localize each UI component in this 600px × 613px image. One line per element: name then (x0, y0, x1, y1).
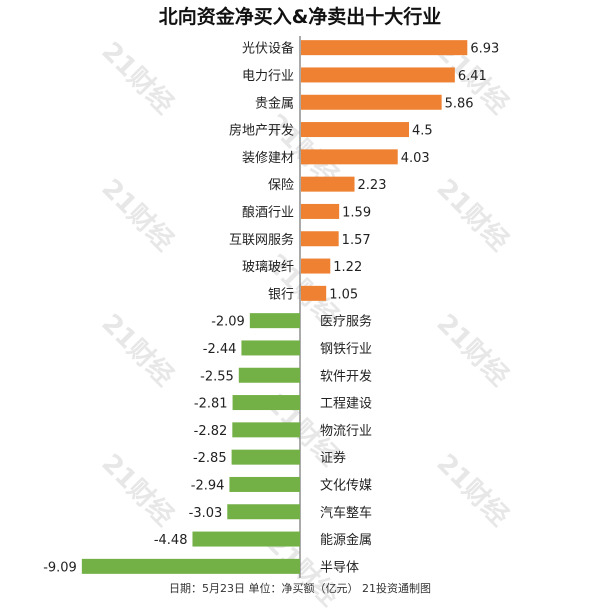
category-label: 装修建材 (242, 151, 294, 166)
bar-证券 (231, 449, 300, 465)
bar-保险 (301, 176, 355, 192)
category-label: 汽车整车 (320, 505, 372, 521)
value-label: 4.03 (401, 151, 430, 166)
value-label: -2.82 (194, 424, 228, 439)
bar-软件开发 (238, 367, 300, 383)
bar-玻璃玻纤 (301, 258, 331, 274)
value-label: -2.94 (191, 478, 225, 493)
value-label: 1.05 (329, 287, 358, 302)
category-label: 互联网服务 (229, 232, 294, 248)
bar-贵金属 (301, 94, 442, 110)
bar-电力行业 (301, 67, 455, 83)
category-label: 光伏设备 (242, 41, 294, 57)
category-label: 银行 (268, 287, 294, 302)
chart-footer: 日期：5月23日 单位：净买额（亿元） 21投资通制图 (169, 582, 431, 595)
bar-chart: 光伏设备 6.93 电力行业 6.41 贵金属 5.86 房地产开发 4.5 装修建材 4.03 保… (43, 36, 499, 578)
value-label: 5.86 (445, 96, 474, 111)
category-label: 钢铁行业 (320, 342, 372, 357)
bar-能源金属 (192, 531, 300, 547)
value-label: 1.57 (342, 233, 371, 248)
value-label: 1.59 (342, 205, 371, 220)
category-label: 玻璃玻纤 (242, 260, 294, 275)
category-label: 医疗服务 (320, 314, 372, 330)
category-label: 贵金属 (255, 95, 294, 111)
category-label: 保险 (268, 178, 294, 193)
category-label: 电力行业 (242, 69, 294, 84)
value-label: 4.5 (412, 124, 433, 139)
category-label: 文化传媒 (320, 478, 372, 493)
value-label: -2.81 (194, 397, 228, 412)
bar-文化传媒 (229, 476, 300, 492)
bar-半导体 (81, 558, 300, 574)
bar-互联网服务 (301, 231, 339, 247)
value-label: -2.44 (203, 342, 237, 357)
chart-title: 北向资金净买入&净卖出十大行业 (158, 6, 442, 28)
bar-装修建材 (301, 149, 398, 165)
value-label: 1.22 (333, 260, 362, 275)
category-label: 工程建设 (320, 397, 372, 412)
value-label: -9.09 (43, 560, 77, 575)
bar-物流行业 (232, 422, 300, 438)
bar-银行 (301, 285, 327, 301)
category-label: 酿酒行业 (242, 204, 294, 220)
value-label: 2.23 (358, 178, 387, 193)
bar-汽车整车 (227, 504, 300, 520)
category-label: 软件开发 (320, 368, 372, 384)
value-label: -2.55 (200, 369, 234, 384)
bar-酿酒行业 (301, 203, 340, 219)
value-label: -3.03 (189, 506, 223, 521)
category-label: 证券 (320, 450, 346, 466)
bar-房地产开发 (301, 122, 409, 138)
value-label: -4.48 (154, 533, 188, 548)
bar-光伏设备 (301, 40, 468, 56)
value-label: 6.93 (470, 42, 499, 57)
category-label: 物流行业 (320, 424, 372, 439)
bar-工程建设 (232, 395, 300, 411)
category-label: 房地产开发 (229, 123, 294, 139)
category-label: 半导体 (320, 560, 359, 575)
value-label: 6.41 (458, 69, 487, 84)
category-label: 能源金属 (320, 532, 372, 548)
bar-钢铁行业 (241, 340, 300, 356)
value-label: -2.85 (193, 451, 227, 466)
value-label: -2.09 (211, 315, 245, 330)
bar-医疗服务 (249, 313, 300, 329)
